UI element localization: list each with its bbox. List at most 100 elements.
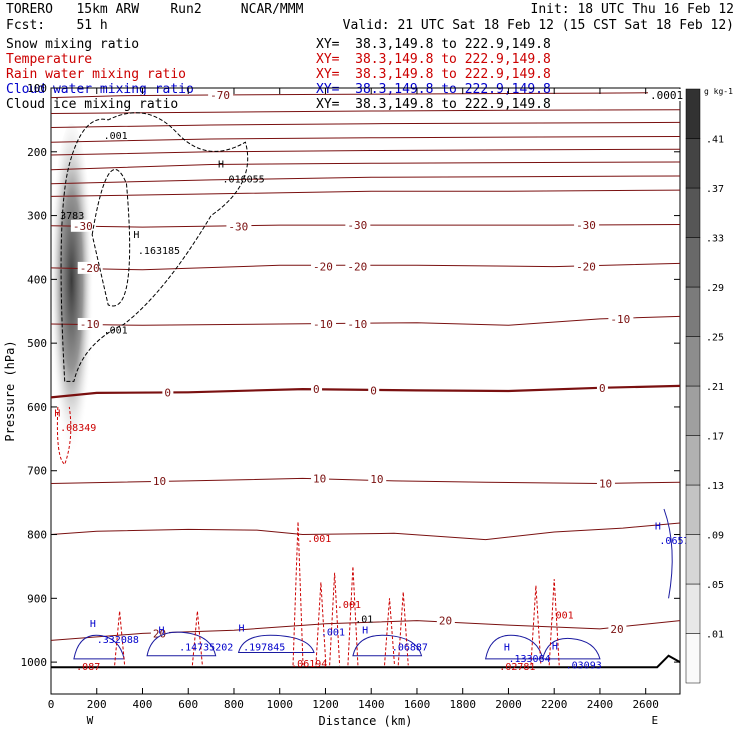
terrain-line: [51, 654, 681, 669]
temperature-contour: [50, 136, 681, 143]
rain-water-contour: [191, 611, 203, 666]
temperature-contour: [50, 92, 681, 99]
cloud-water-contour: [352, 634, 423, 657]
contour-label: 10: [313, 472, 326, 485]
cloud-water-contour: [237, 634, 315, 654]
y-tick-label: 300: [27, 210, 47, 223]
contour-label-bg: [574, 219, 600, 232]
x-tick-label: 1800: [449, 698, 476, 711]
y-tick-label: 1000: [21, 656, 48, 669]
value-label: .08349: [60, 423, 96, 434]
contour-label: 20: [610, 623, 623, 636]
contour-label-bg: [311, 383, 323, 396]
contour-label: -30: [576, 219, 596, 232]
temperature-contour: [50, 384, 681, 399]
colorbar-label: .33: [706, 234, 724, 245]
contour-label-bg: [77, 261, 103, 274]
value-label: H: [54, 409, 60, 420]
value-label: .01: [355, 615, 373, 626]
snow-shading: [49, 123, 94, 474]
colorbar-segment: [685, 138, 701, 189]
x-tick-label: 1200: [312, 698, 339, 711]
value-label: .001: [104, 131, 128, 142]
value-label: .133064: [508, 654, 550, 665]
colorbar-label: .13: [706, 481, 724, 492]
contour-label: -20: [80, 262, 100, 275]
contour-label-bg: [162, 386, 174, 399]
contour-label-bg: [608, 622, 627, 635]
temperature-contour: [50, 148, 681, 156]
contour-label-bg: [77, 318, 103, 331]
colorbar-top-label: .0001: [650, 89, 683, 102]
value-label: H: [504, 643, 510, 654]
contour-label: -20: [313, 261, 333, 274]
contour-label: 0: [599, 382, 606, 395]
colorbar-segment: [685, 336, 701, 387]
contour-label: -10: [80, 318, 100, 331]
y-axis-label: Pressure (hPa): [3, 340, 17, 441]
temperature-contour: [50, 315, 681, 326]
field-xy: XY= 38.3,149.8 to 222.9,149.8: [316, 52, 551, 67]
value-label: .001: [307, 534, 331, 545]
rain-water-contour: [329, 572, 341, 666]
value-label: H: [159, 625, 165, 636]
temperature-contour: [50, 189, 681, 197]
value-label: 3783: [60, 211, 84, 222]
forecast-hour: Fcst: 51 h: [6, 18, 108, 33]
contour-label-bg: [70, 219, 96, 232]
contour-label-bg: [226, 220, 252, 233]
rain-water-contour: [114, 611, 126, 666]
colorbar-label: .29: [706, 283, 724, 294]
colorbar-segment: [685, 583, 701, 634]
contour-label-bg: [208, 89, 234, 102]
x-tick-label: 600: [178, 698, 198, 711]
init-time: Init: 18 UTC Thu 16 Feb 12: [530, 2, 735, 17]
field-label: Rain water mixing ratio: [6, 67, 187, 82]
colorbar-segment: [685, 484, 701, 535]
colorbar-label: .25: [706, 333, 724, 344]
temperature-contour: [50, 121, 681, 128]
x-tick-label: 1600: [404, 698, 431, 711]
contour-label-bg: [311, 472, 330, 485]
field-xy: XY= 38.3,149.8 to 222.9,149.8: [316, 37, 551, 52]
contour-label: 10: [153, 475, 166, 488]
contour-label-bg: [345, 260, 371, 273]
colorbar-label: .37: [706, 184, 724, 195]
contour-label-bg: [311, 318, 337, 331]
y-tick-label: 900: [27, 592, 47, 605]
field-label: Cloud ice mixing ratio: [6, 97, 179, 112]
x-tick-label: 400: [133, 698, 153, 711]
contour-label: -30: [347, 219, 367, 232]
snow-contour: [60, 112, 249, 382]
value-label: .332088: [97, 635, 139, 646]
contour-label-bg: [150, 474, 169, 487]
value-label: H: [655, 521, 661, 532]
temperature-contour: [50, 477, 681, 485]
x-axis-label: Distance (km): [319, 714, 413, 728]
x-tick-label: 1000: [266, 698, 293, 711]
contour-label-bg: [608, 312, 634, 325]
contour-label: -20: [576, 261, 596, 274]
value-label: .001: [337, 600, 361, 611]
colorbar-top-bg: [648, 89, 682, 101]
cloud-water-contour: [663, 508, 673, 599]
temperature-contour: [50, 161, 681, 171]
colorbar-segment: [685, 88, 701, 139]
x-end-label-east: E: [652, 714, 659, 727]
contour-label-bg: [311, 260, 337, 273]
valid-time: Valid: 21 UTC Sat 18 Feb 12 (15 CST Sat …: [342, 18, 734, 33]
value-label: .001: [321, 627, 345, 638]
x-end-label-west: W: [87, 714, 94, 727]
cloud-water-contour: [73, 634, 125, 660]
rain-water-contour: [530, 585, 542, 666]
contour-label: 0: [370, 384, 377, 397]
x-tick-label: 2000: [495, 698, 522, 711]
contour-label: -10: [610, 313, 630, 326]
colorbar-segment: [685, 237, 701, 288]
value-label: .163185: [138, 246, 180, 257]
plot-frame: [50, 87, 681, 695]
colorbar-label: .41: [706, 135, 724, 146]
contour-label: 0: [164, 386, 171, 399]
cloud-water-contour: [542, 637, 601, 660]
value-label: .03093: [566, 660, 602, 671]
